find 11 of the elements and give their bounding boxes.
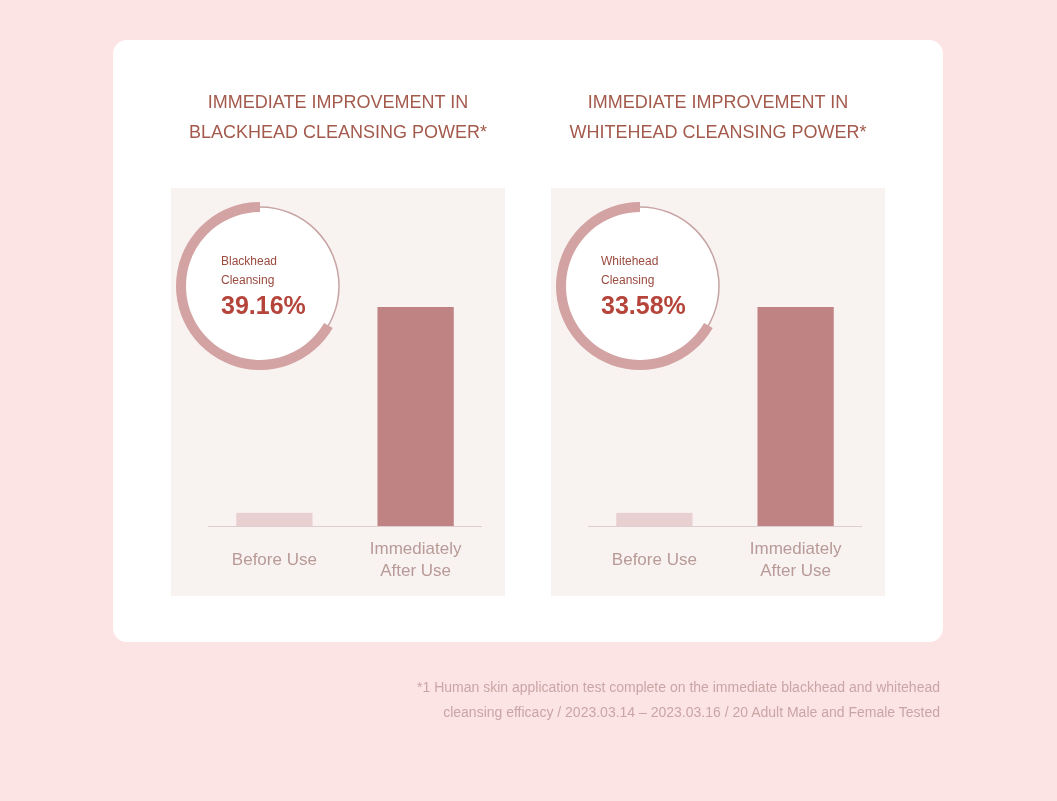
x-tick-label: Before Use bbox=[611, 550, 697, 569]
text: Blackhead Cleansing bbox=[221, 254, 278, 287]
x-tick-label: Immediately After Use bbox=[369, 539, 462, 580]
chart-title: IMMEDIATE IMPROVEMENT IN BLACKHEAD CLEANSING POWER* bbox=[188, 92, 488, 142]
annotation: 39.16% bbox=[221, 291, 306, 319]
text: *1 Human skin application test complete on the immediate blackhead and whitehead cleansing efficacy / 2023.03.14 – 2023.03.16 / 20 Adult Male and Female Tested bbox=[417, 679, 940, 720]
annotation: 33.58% bbox=[601, 291, 686, 319]
text: Whitehead Cleansing bbox=[601, 254, 659, 287]
x-tick-label: Immediately After Use bbox=[749, 539, 842, 580]
x-tick-label: Before Use bbox=[231, 550, 317, 569]
chart-title: IMMEDIATE IMPROVEMENT IN WHITEHEAD CLEANSING POWER* bbox=[569, 92, 867, 142]
